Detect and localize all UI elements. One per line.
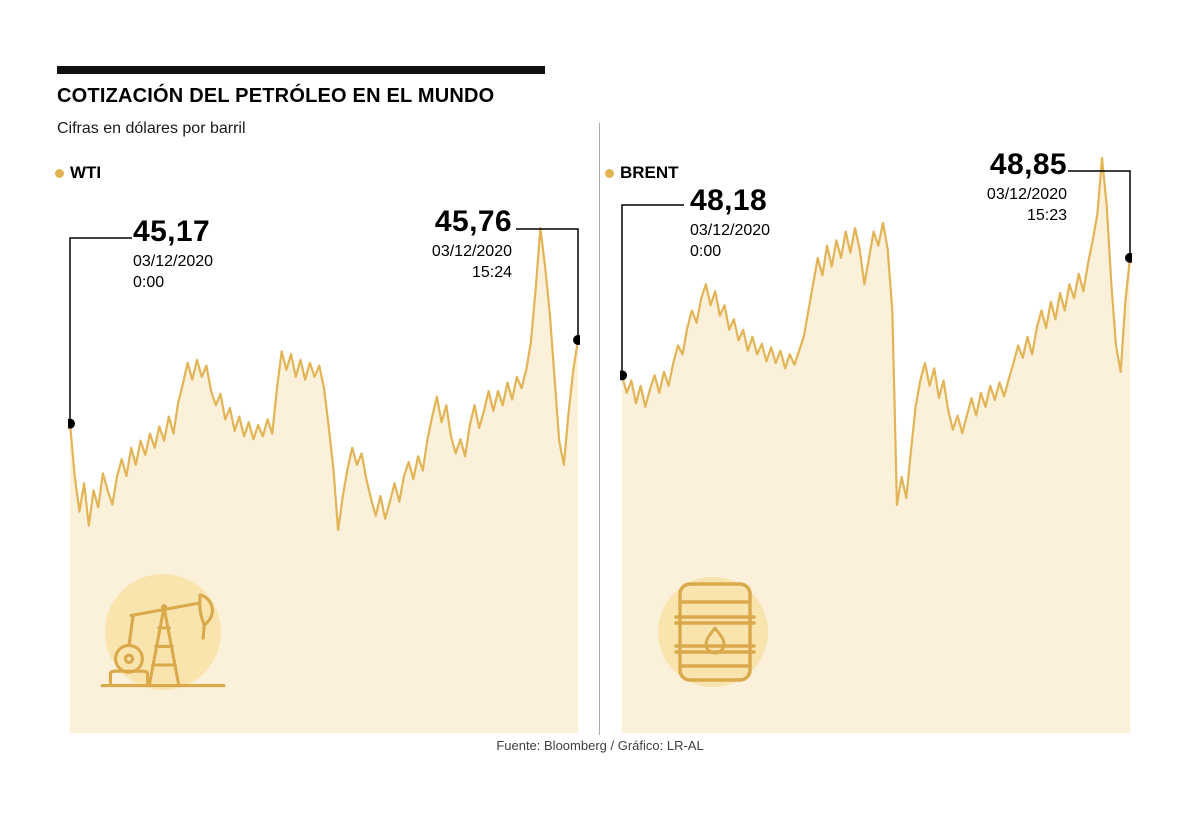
brent-close-annotation: 48,85 03/12/2020 15:23 (987, 150, 1067, 227)
brent-open-time: 0:00 (690, 242, 722, 260)
wti-legend: WTI (55, 163, 101, 183)
brent-legend: BRENT (605, 163, 679, 183)
panel-divider (599, 123, 600, 735)
brent-close-value: 48,85 (989, 148, 1067, 181)
page-subtitle: Cifras en dólares por barril (57, 120, 246, 137)
wti-bullet-icon (55, 168, 64, 178)
brent-close-time: 15:23 (1026, 206, 1067, 224)
wti-open-date: 03/12/2020 (133, 253, 214, 270)
brent-bullet-icon (605, 168, 614, 178)
wti-open-annotation: 45,17 03/12/2020 0:00 (133, 217, 213, 294)
wti-close-date: 03/12/2020 (431, 243, 512, 260)
brent-open-date: 03/12/2020 (690, 222, 771, 239)
oil-barrel-icon (674, 582, 756, 682)
wti-close-time: 15:24 (471, 263, 512, 281)
wti-legend-label: WTI (70, 163, 102, 182)
wti-close-value: 45,76 (434, 205, 512, 238)
brent-open-annotation: 48,18 03/12/2020 0:00 (690, 186, 770, 263)
brent-legend-label: BRENT (620, 163, 679, 182)
title-accent-bar (57, 66, 545, 74)
source-credit: Fuente: Bloomberg / Gráfico: LR-AL (496, 738, 704, 753)
brent-open-value: 48,18 (690, 184, 768, 217)
wti-open-time: 0:00 (133, 273, 165, 291)
wti-close-annotation: 45,76 03/12/2020 15:24 (432, 207, 512, 284)
page-title: COTIZACIÓN DEL PETRÓLEO EN EL MUNDO (57, 85, 495, 107)
brent-close-date: 03/12/2020 (986, 186, 1067, 203)
oil-pump-jack-icon (100, 593, 226, 688)
wti-open-value: 45,17 (133, 215, 211, 248)
